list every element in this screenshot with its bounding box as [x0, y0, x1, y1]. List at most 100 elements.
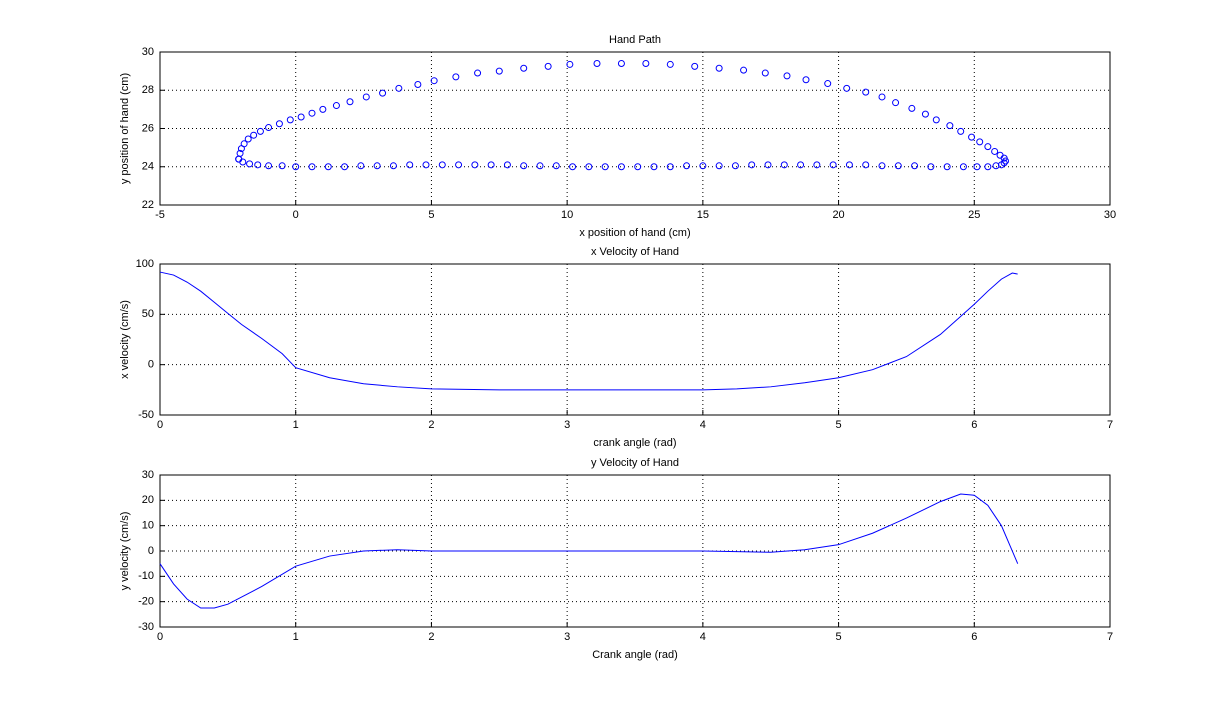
data-point — [666, 163, 674, 171]
x-tick-label: 0 — [157, 419, 163, 431]
data-point — [927, 163, 935, 171]
data-point — [740, 66, 748, 74]
data-point — [246, 160, 254, 168]
subplot: 0 1 2 3 4 5 6 7 -30 -20 -10 0 10 20 30 y Velocity of Ha… — [119, 457, 1113, 661]
data-point — [634, 163, 642, 171]
x-tick-label: 1 — [293, 419, 299, 431]
data-point — [843, 84, 851, 92]
data-point — [552, 162, 560, 170]
x-tick-label: -5 — [155, 209, 165, 221]
data-point — [957, 127, 965, 135]
x-tick-label: 10 — [561, 209, 573, 221]
data-point — [474, 69, 482, 77]
y-tick-label: 30 — [142, 469, 154, 481]
x-axis-label: Crank angle (rad) — [592, 649, 678, 661]
data-point — [683, 162, 691, 170]
x-axis-label: crank angle (rad) — [593, 437, 676, 449]
data-point — [984, 163, 992, 171]
data-point — [438, 161, 446, 169]
data-point — [319, 105, 327, 113]
y-tick-label: -20 — [138, 596, 154, 608]
y-tick-label: 0 — [148, 545, 154, 557]
data-point — [244, 135, 252, 143]
y-axis-label: y velocity (cm/s) — [119, 512, 131, 591]
chart-title: y Velocity of Hand — [591, 457, 679, 469]
data-point — [968, 133, 976, 141]
data-point — [802, 76, 810, 84]
data-point — [862, 161, 870, 169]
data-point — [991, 147, 999, 155]
data-point — [406, 161, 414, 169]
data-point — [536, 162, 544, 170]
x-tick-label: 25 — [968, 209, 980, 221]
y-tick-label: 24 — [142, 161, 154, 173]
data-point — [566, 60, 574, 68]
data-point — [601, 163, 609, 171]
data-point — [455, 161, 463, 169]
x-tick-label: 1 — [293, 631, 299, 643]
data-point — [275, 120, 283, 128]
y-tick-label: 0 — [148, 359, 154, 371]
chart-title: x Velocity of Hand — [591, 246, 679, 258]
data-point — [286, 116, 294, 124]
data-point — [824, 80, 832, 88]
x-tick-label: 3 — [564, 419, 570, 431]
data-point — [617, 163, 625, 171]
data-point — [362, 93, 370, 101]
data-point — [357, 162, 365, 170]
data-point — [503, 161, 511, 169]
chart-title: Hand Path — [609, 34, 661, 46]
data-line — [159, 271, 1018, 391]
y-tick-label: 10 — [142, 520, 154, 532]
y-axis-label: y position of hand (cm) — [119, 73, 131, 184]
data-point — [921, 110, 929, 118]
x-tick-label: 4 — [700, 631, 706, 643]
data-point — [699, 162, 707, 170]
y-tick-label: 20 — [142, 494, 154, 506]
x-tick-label: 4 — [700, 419, 706, 431]
data-point — [297, 113, 305, 121]
data-point — [691, 62, 699, 70]
data-point — [666, 60, 674, 68]
y-tick-label: -50 — [138, 409, 154, 421]
data-point — [932, 116, 940, 124]
plot-area — [159, 263, 1111, 416]
data-point — [984, 143, 992, 151]
y-tick-label: 50 — [142, 308, 154, 320]
data-point — [862, 88, 870, 96]
data-point — [878, 162, 886, 170]
data-point — [569, 163, 577, 171]
x-tick-label: 15 — [697, 209, 709, 221]
data-point — [520, 64, 528, 72]
data-point — [829, 161, 837, 169]
data-point — [495, 67, 503, 75]
data-point — [308, 109, 316, 117]
data-point — [452, 73, 460, 81]
data-point — [715, 64, 723, 72]
data-point — [973, 163, 981, 171]
x-tick-label: 6 — [971, 419, 977, 431]
data-point — [235, 155, 243, 163]
data-point — [544, 62, 552, 70]
data-point — [256, 127, 264, 135]
data-point — [332, 102, 340, 110]
data-point — [976, 138, 984, 146]
data-point — [731, 162, 739, 170]
data-point — [715, 162, 723, 170]
data-point — [780, 161, 788, 169]
data-point — [650, 163, 658, 171]
data-point — [389, 162, 397, 170]
x-tick-label: 3 — [564, 631, 570, 643]
data-point — [414, 81, 422, 89]
data-point — [813, 161, 821, 169]
x-tick-label: 5 — [836, 631, 842, 643]
data-point — [324, 163, 332, 171]
data-point — [487, 161, 495, 169]
data-point — [764, 161, 772, 169]
data-point — [379, 89, 387, 97]
y-tick-label: -30 — [138, 621, 154, 633]
x-tick-label: 2 — [428, 419, 434, 431]
y-tick-label: 26 — [142, 122, 154, 134]
